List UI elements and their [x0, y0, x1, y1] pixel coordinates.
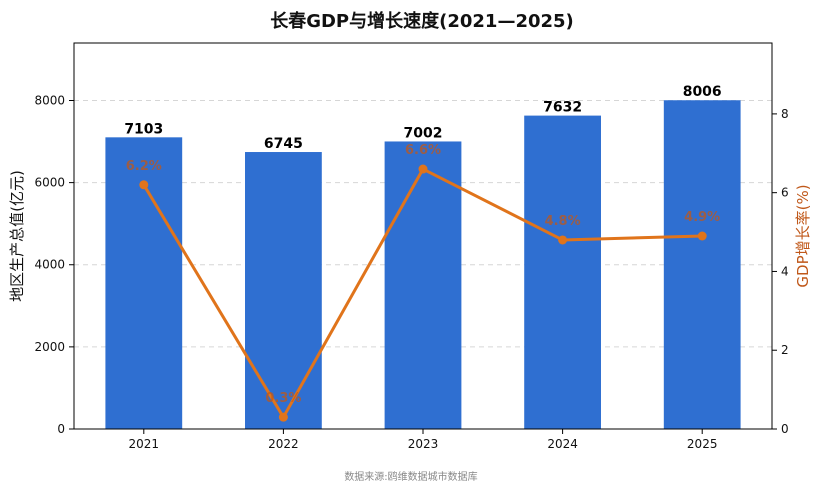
growth-point — [697, 231, 707, 241]
y-tick-label-right: 0 — [781, 422, 789, 436]
y-axis-label-right: GDP增长率(%) — [794, 184, 812, 287]
x-tick-label: 2023 — [408, 437, 439, 451]
y-tick-label-right: 4 — [781, 264, 789, 278]
growth-value-label: 4.8% — [545, 214, 581, 229]
bar-value-label: 7103 — [124, 121, 163, 137]
growth-value-label: 4.9% — [684, 210, 720, 225]
chart-title: 长春GDP与增长速度(2021—2025) — [270, 10, 574, 32]
y-tick-label-left: 8000 — [34, 93, 65, 107]
x-tick-label: 2025 — [687, 437, 718, 451]
bar-value-label: 8006 — [683, 84, 722, 100]
growth-point — [418, 164, 428, 174]
axis-layer: 0 2000 4000 6000 8000 0 2 4 6 8 2021 2022 2023 2024 20… — [34, 42, 789, 451]
bar — [663, 100, 741, 429]
y-tick-label-right: 8 — [781, 107, 789, 121]
growth-value-label: 6.6% — [405, 143, 441, 158]
y-tick-label-right: 6 — [781, 186, 789, 200]
y-tick-label-left: 2000 — [34, 340, 65, 354]
y-axis-label-left: 地区生产总值(亿元) — [8, 170, 26, 302]
line-layer — [139, 164, 707, 422]
x-tick-label: 2024 — [547, 437, 578, 451]
bar-value-label: 7632 — [543, 100, 582, 116]
growth-point — [139, 180, 149, 190]
x-tick-label: 2021 — [129, 437, 160, 451]
growth-value-label: 6.2% — [126, 159, 162, 174]
bar-layer — [105, 100, 741, 430]
bar — [245, 152, 322, 429]
bar-value-label: 7002 — [404, 125, 443, 141]
source-footnote: 数据来源:鸥维数据城市数据库 — [344, 470, 477, 483]
bar-value-label: 6745 — [264, 136, 303, 152]
y-tick-label-left: 4000 — [34, 258, 65, 272]
growth-value-label: 0.3% — [265, 391, 301, 406]
growth-point — [278, 412, 288, 422]
label-layer: 7103 6745 7002 7632 8006 6.2% 0.3% 6.6% 4.8% 4.9% — [124, 84, 721, 406]
y-tick-label-right: 2 — [781, 343, 789, 357]
y-tick-label-left: 0 — [57, 422, 65, 436]
y-tick-label-left: 6000 — [34, 176, 65, 190]
bar — [384, 141, 462, 429]
bar — [524, 115, 601, 429]
x-tick-label: 2022 — [268, 437, 299, 451]
growth-point — [558, 235, 568, 245]
